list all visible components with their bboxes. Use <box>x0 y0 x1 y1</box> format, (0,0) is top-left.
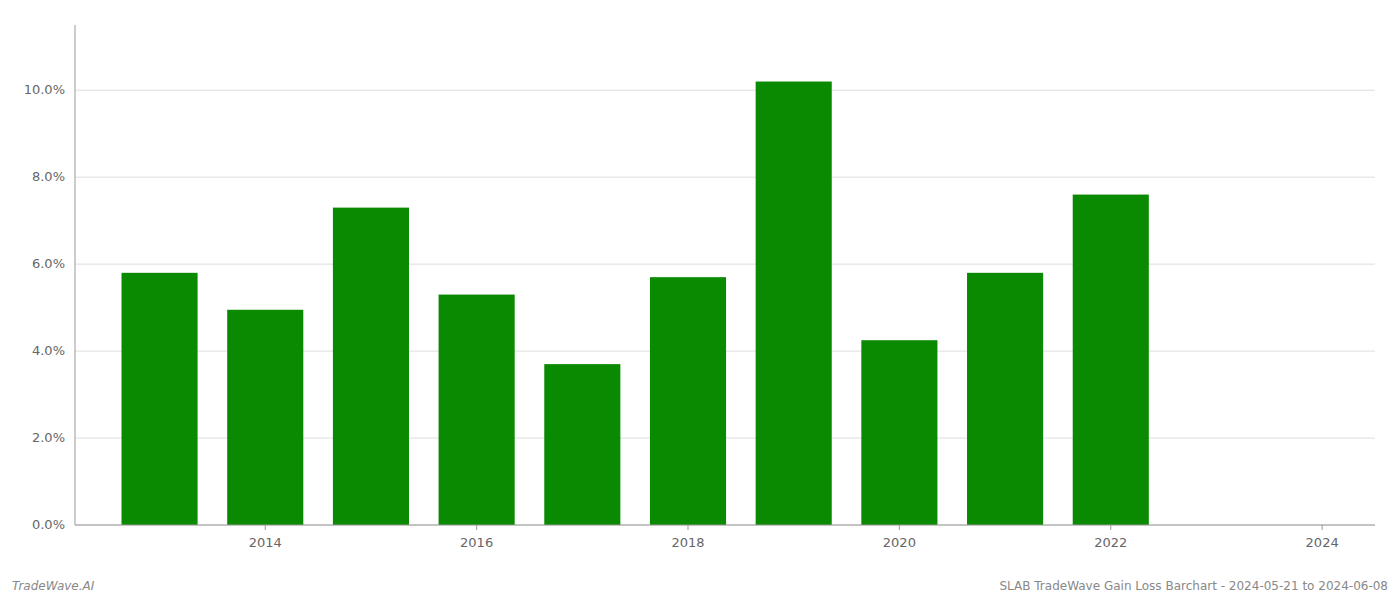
grid-line <box>75 525 1375 526</box>
x-tick <box>265 525 266 530</box>
y-tick-label: 10.0% <box>24 82 65 97</box>
x-tick <box>688 525 689 530</box>
bar <box>650 277 726 525</box>
x-tick-label: 2014 <box>249 535 282 550</box>
bar <box>333 208 409 525</box>
y-tick-label: 2.0% <box>32 430 65 445</box>
bar <box>1073 195 1149 525</box>
bar <box>967 273 1043 525</box>
grid-line <box>75 264 1375 265</box>
x-ticks: 2014 2016 2018 2020 2022 2024 <box>249 525 1339 550</box>
chart-svg: 0.0% 2.0% 4.0% 6.0% 8.0% 10.0% 2014 2016 2018 202… <box>0 0 1400 600</box>
y-tick-label: 4.0% <box>32 343 65 358</box>
y-tick-labels: 0.0% 2.0% 4.0% 6.0% 8.0% 10.0% <box>24 82 65 532</box>
x-tick <box>476 525 477 530</box>
footer-right: SLAB TradeWave Gain Loss Barchart - 2024… <box>999 579 1388 593</box>
chart-container: 0.0% 2.0% 4.0% 6.0% 8.0% 10.0% 2014 2016 2018 202… <box>0 0 1400 600</box>
y-tick-label: 6.0% <box>32 256 65 271</box>
x-axis-line <box>75 525 1375 526</box>
bar <box>544 364 620 525</box>
y-grid <box>75 90 1375 525</box>
bars <box>122 82 1149 525</box>
x-tick-label: 2022 <box>1094 535 1127 550</box>
y-tick-label: 0.0% <box>32 517 65 532</box>
x-tick-label: 2020 <box>883 535 916 550</box>
bar <box>122 273 198 525</box>
x-tick-label: 2018 <box>671 535 704 550</box>
y-axis-line <box>75 25 76 525</box>
bar <box>861 340 937 525</box>
x-tick <box>899 525 900 530</box>
footer-left: TradeWave.AI <box>12 579 95 593</box>
x-tick <box>1110 525 1111 530</box>
grid-line <box>75 90 1375 91</box>
bar <box>439 295 515 525</box>
x-tick <box>1322 525 1323 530</box>
x-tick-label: 2016 <box>460 535 493 550</box>
grid-line <box>75 177 1375 178</box>
x-tick-label: 2024 <box>1306 535 1339 550</box>
bar <box>756 82 832 525</box>
bar <box>227 310 303 525</box>
y-tick-label: 8.0% <box>32 169 65 184</box>
